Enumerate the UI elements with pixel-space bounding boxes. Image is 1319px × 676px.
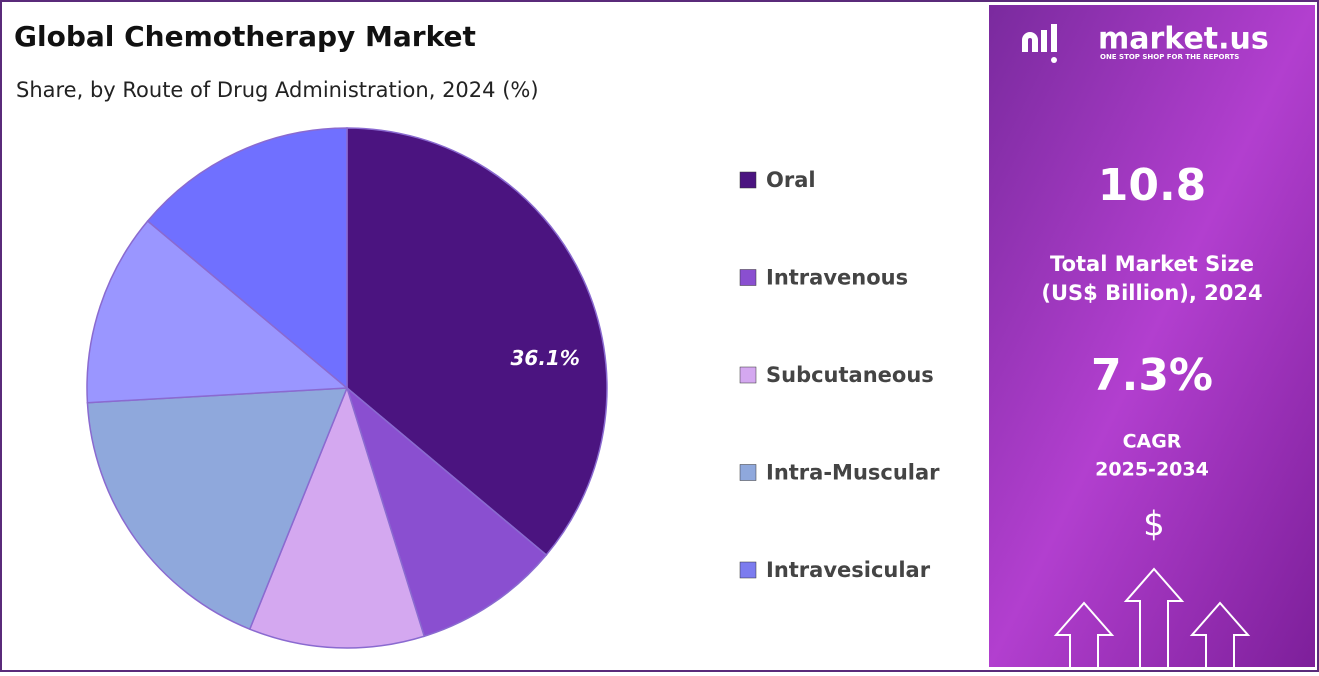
legend: Oral Intravenous Subcutaneous Intra-Muscula…	[739, 168, 940, 582]
market-size: 10.8	[1098, 160, 1207, 211]
pie: 36.1%	[86, 127, 608, 649]
tagline: ONE STOP SHOP FOR THE REPORTS	[1100, 53, 1239, 61]
chart-subtitle: Share, by Route of Drug Administration, …	[16, 78, 539, 102]
arrows-decoration	[1053, 567, 1251, 667]
market-size-label: (US$ Billion), 2024	[1041, 281, 1262, 305]
legend-label: Intra-Muscular	[766, 461, 940, 485]
legend-swatch	[739, 464, 757, 481]
side-panel: market.us ONE STOP SHOP FOR THE REPORTS …	[989, 5, 1315, 667]
cagr-label: CAGR	[1123, 431, 1182, 453]
legend-label: Subcutaneous	[766, 363, 934, 387]
legend-swatch	[739, 171, 757, 189]
logo-icon	[1022, 24, 1057, 63]
pie-slice	[86, 219, 349, 404]
legend-label: Intravenous	[766, 266, 908, 290]
legend-swatch	[739, 269, 757, 286]
cagr-label: 2025-2034	[1095, 459, 1209, 481]
currency-icon: $	[1143, 505, 1165, 545]
legend-swatch	[739, 561, 757, 579]
market-size-label: Total Market Size	[1050, 252, 1254, 276]
panel-background	[989, 5, 1315, 667]
data-label: 36.1%	[510, 346, 579, 370]
legend-swatch	[739, 366, 757, 384]
pie-slice	[248, 385, 426, 649]
chart-title: Global Chemotherapy Market	[14, 20, 476, 53]
pie-slice	[86, 387, 349, 631]
pie-slice	[346, 127, 608, 557]
cagr: 7.3%	[1091, 350, 1213, 401]
pie-slice	[345, 385, 548, 638]
brand: market.us	[1098, 22, 1269, 57]
legend-label: Oral	[766, 168, 816, 192]
legend-label: Intravesicular	[766, 558, 931, 582]
pie-slice	[146, 127, 348, 390]
